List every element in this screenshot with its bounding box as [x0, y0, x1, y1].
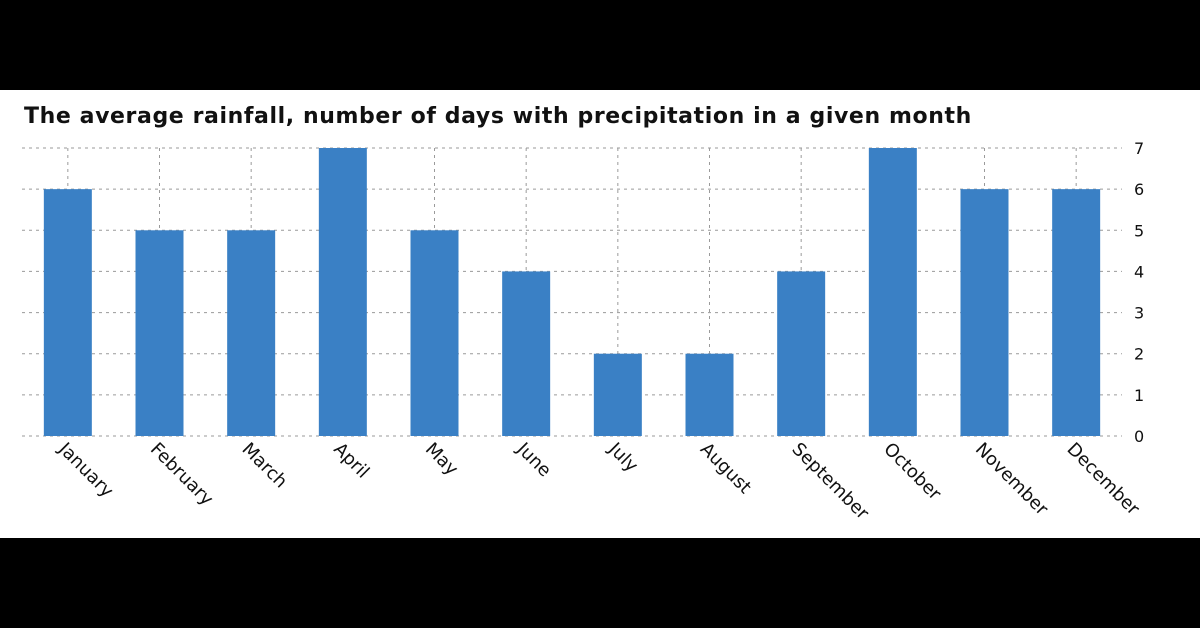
x-tick-label-march: March: [238, 439, 292, 493]
y-tick-label-4: 4: [1134, 262, 1144, 281]
bar-april: [318, 148, 367, 436]
bar-october: [868, 148, 917, 436]
y-tick-label-3: 3: [1134, 304, 1144, 323]
x-tick-label-august: August: [696, 439, 755, 498]
y-tick-label-2: 2: [1134, 345, 1144, 364]
bar-march: [227, 230, 276, 436]
bars: [43, 148, 1101, 436]
y-tick-label-5: 5: [1134, 221, 1144, 240]
bar-august: [685, 353, 734, 436]
x-tick-label-december: December: [1063, 439, 1144, 520]
x-tick-label-january: January: [54, 438, 118, 502]
x-tick-label-june: June: [512, 438, 555, 481]
y-tick-label-1: 1: [1134, 386, 1144, 405]
y-tick-label-7: 7: [1134, 139, 1144, 158]
y-tick-label-0: 0: [1134, 427, 1144, 446]
y-tick-label-6: 6: [1134, 180, 1144, 199]
x-tick-label-october: October: [879, 439, 945, 505]
x-tick-label-february: February: [146, 439, 217, 510]
bar-september: [777, 271, 826, 436]
bar-may: [410, 230, 459, 436]
y-axis: 0 1 2 3 4 5 6 7: [1134, 139, 1144, 446]
bar-december: [1052, 189, 1101, 436]
x-axis-labels: January February March April May June July Augu…: [54, 438, 1144, 524]
x-tick-label-may: May: [421, 439, 462, 480]
x-tick-label-november: November: [971, 439, 1052, 520]
bar-july: [593, 353, 642, 436]
bar-november: [960, 189, 1009, 436]
gridlines: [22, 147, 1122, 437]
x-tick-label-september: September: [788, 439, 874, 525]
chart-title: The average rainfall, number of days wit…: [24, 104, 972, 129]
bar-june: [502, 271, 551, 436]
x-tick-label-april: April: [329, 439, 373, 483]
x-tick-label-july: July: [604, 438, 643, 477]
bar-february: [135, 230, 184, 436]
bar-january: [43, 189, 92, 436]
